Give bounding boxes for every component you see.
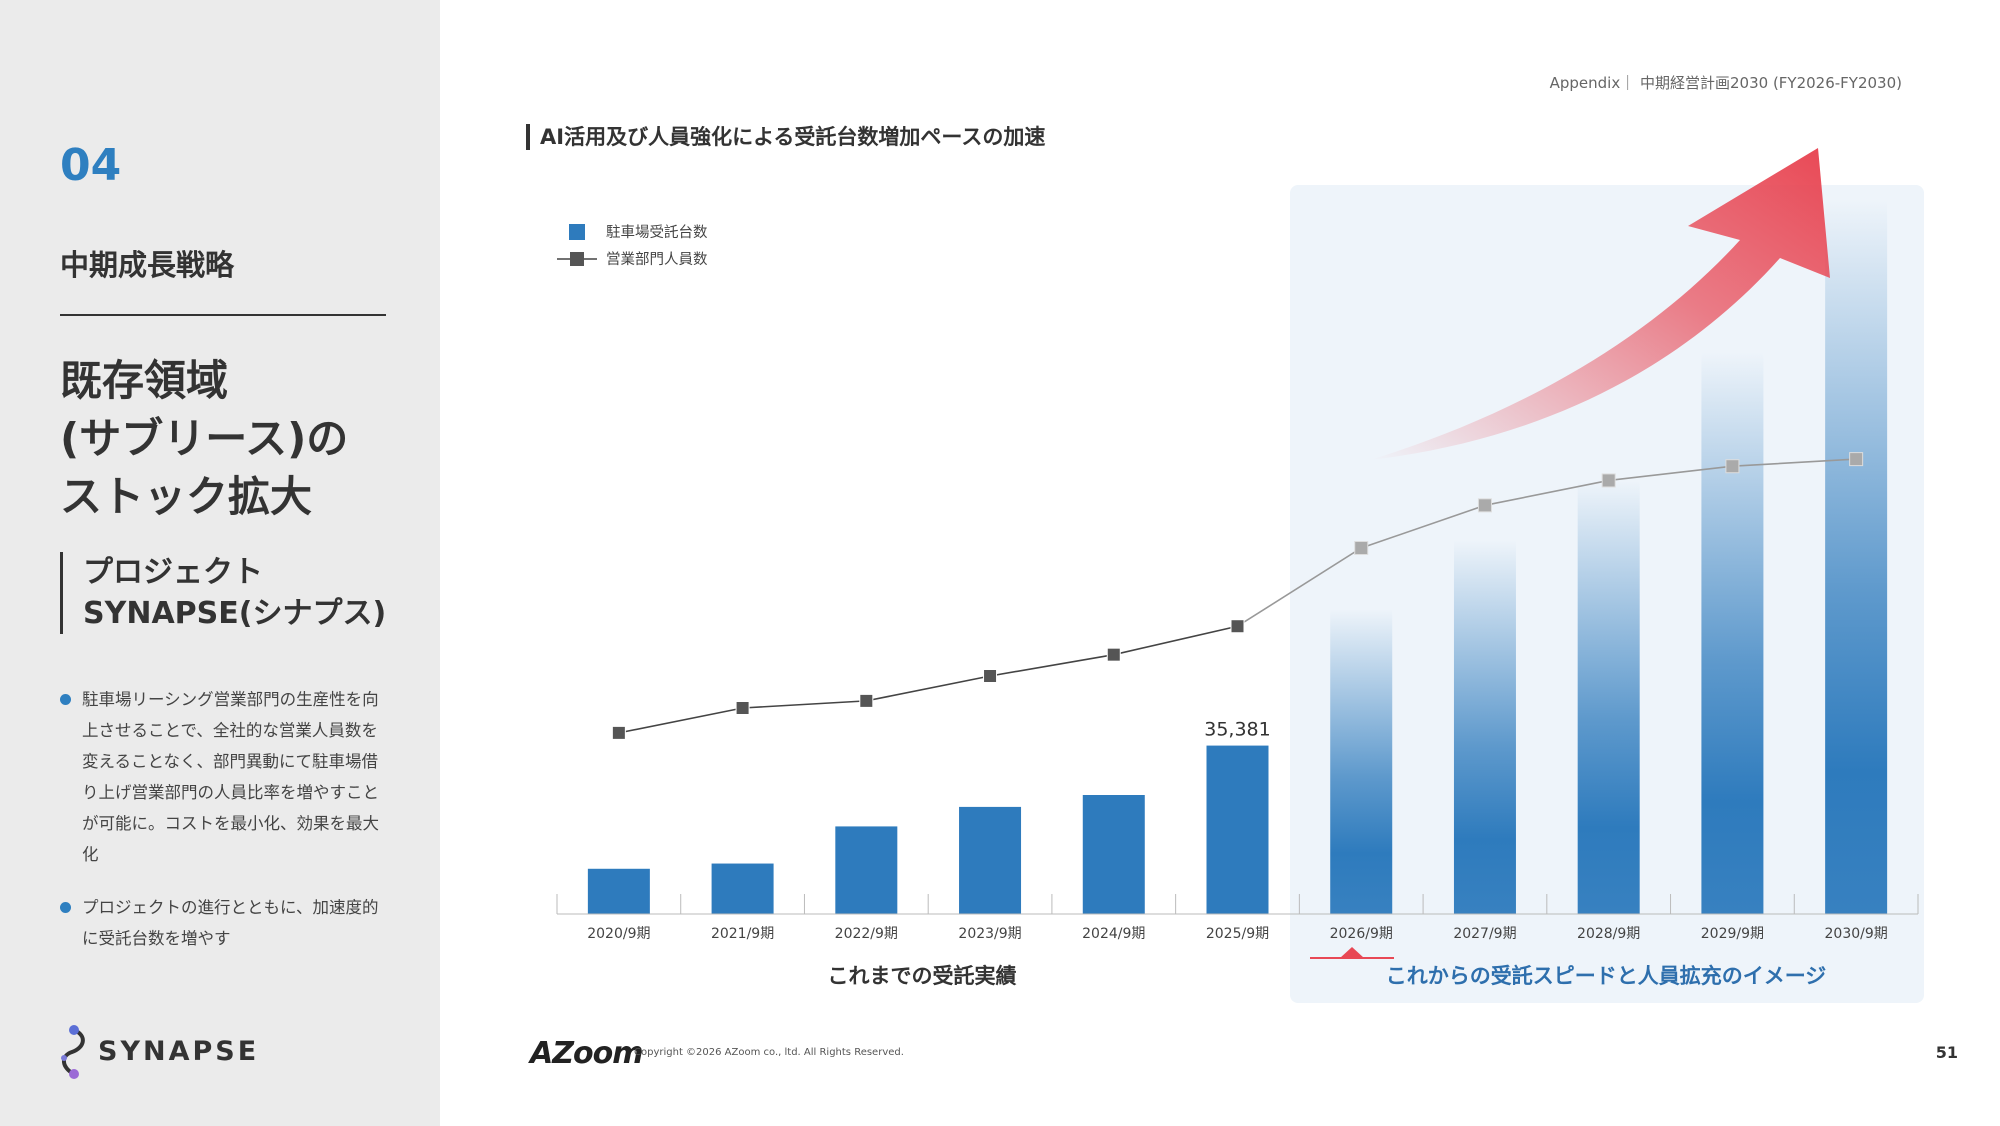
line-point-2020/9期 (611, 725, 626, 740)
bar-data-label: 35,381 (1204, 719, 1270, 741)
bullet-list: 駐車場リーシング営業部門の生産性を向上させることで、全社的な営業人員数を変えるこ… (60, 684, 390, 976)
x-tick-label: 2026/9期 (1330, 926, 1393, 942)
project-name-line: SYNAPSE(シナプス) (83, 596, 387, 631)
legend-line-label: 営業部門人員数 (606, 251, 708, 268)
bar-2023/9期 (959, 806, 1022, 914)
x-tick-label: 2024/9期 (1082, 926, 1145, 942)
bullet-item: 駐車場リーシング営業部門の生産性を向上させることで、全社的な営業人員数を変えるこ… (60, 684, 390, 870)
bullet-item: プロジェクトの進行とともに、加速度的に受託台数を増やす (60, 892, 390, 954)
legend-bar-swatch (569, 224, 585, 240)
bullet-text: 駐車場リーシング営業部門の生産性を向上させることで、全社的な営業人員数を変えるこ… (82, 690, 379, 864)
header-reference: Appendix｜ 中期経営計画2030 (FY2026-FY2030) (1549, 74, 1902, 92)
past-region-label: これまでの受託実績 (828, 964, 1017, 988)
legend-bar-label: 駐車場受託台数 (606, 224, 708, 241)
project-name: プロジェクト SYNAPSE(シナプス) (60, 552, 386, 634)
x-tick-label: 2028/9期 (1577, 926, 1640, 942)
x-tick-label: 2025/9期 (1206, 926, 1269, 942)
bar-2026/9期 (1330, 609, 1393, 914)
x-tick-label: 2029/9期 (1701, 926, 1764, 942)
line-point-2026/9期 (1354, 541, 1369, 555)
bar-2028/9期 (1577, 480, 1640, 914)
bar-2027/9期 (1453, 540, 1516, 914)
main-title: 既存領域 (サブリース)の ストック拡大 (60, 352, 348, 526)
sidebar: 04 中期成長戦略 既存領域 (サブリース)の ストック拡大 プロジェクト SY… (0, 0, 440, 1126)
synapse-logo-icon (61, 1025, 85, 1079)
section-number: 04 (60, 140, 122, 191)
footer-brand-logo: AZoom (530, 1036, 643, 1071)
project-name-line: プロジェクト (83, 555, 263, 590)
x-tick-label: 2021/9期 (711, 926, 774, 942)
x-tick-label: 2030/9期 (1825, 926, 1888, 942)
section-divider (60, 314, 386, 316)
bullet-text: プロジェクトの進行とともに、加速度的に受託台数を増やす (82, 898, 379, 948)
legend-line-marker-icon (570, 252, 584, 266)
future-region-label: これからの受託スピードと人員拡充のイメージ (1386, 964, 1827, 988)
main-title-line: ストック拡大 (60, 472, 313, 521)
x-tick-label: 2022/9期 (835, 926, 898, 942)
bar-2024/9期 (1082, 795, 1145, 914)
bar-2025/9期 (1206, 745, 1269, 914)
line-point-2027/9期 (1477, 498, 1492, 513)
x-tick-label: 2023/9期 (958, 926, 1021, 942)
x-tick-label: 2020/9期 (587, 926, 650, 942)
bar-2030/9期 (1825, 200, 1888, 914)
copyright: Copyright ©2026 AZoom co., ltd. All Righ… (634, 1047, 904, 1058)
legend: 駐車場受託台数 営業部門人員数 (557, 224, 708, 268)
main-title-line: 既存領域 (60, 356, 229, 405)
line-point-2022/9期 (859, 693, 874, 708)
line-point-2021/9期 (735, 701, 750, 715)
line-series-actual (618, 625, 1238, 734)
main-title-line: (サブリース)の (60, 414, 349, 463)
bullet-dot-icon (60, 902, 71, 913)
section-title: 中期成長戦略 (60, 248, 235, 282)
line-point-2030/9期 (1849, 452, 1864, 467)
line-series-projected (1237, 458, 1857, 627)
line-point-2025/9期 (1230, 619, 1245, 634)
line-point-2023/9期 (983, 669, 998, 683)
line-point-2028/9期 (1601, 473, 1616, 488)
current-marker (1310, 947, 1394, 959)
bar-2029/9期 (1701, 352, 1764, 914)
chart-heading: AI活用及び人員強化による受託台数増加ペースの加速 (526, 124, 1045, 150)
page-number: 51 (1935, 1043, 1958, 1062)
line-point-2024/9期 (1106, 647, 1121, 662)
logo-wordmark: SYNAPSE (98, 1036, 260, 1067)
bar-2021/9期 (711, 863, 774, 914)
bar-2022/9期 (835, 826, 898, 914)
line-point-2029/9期 (1725, 459, 1740, 474)
growth-arrow-icon (1370, 148, 1830, 460)
bar-2020/9期 (587, 868, 650, 914)
bullet-dot-icon (60, 694, 71, 705)
x-tick-label: 2027/9期 (1453, 926, 1516, 942)
